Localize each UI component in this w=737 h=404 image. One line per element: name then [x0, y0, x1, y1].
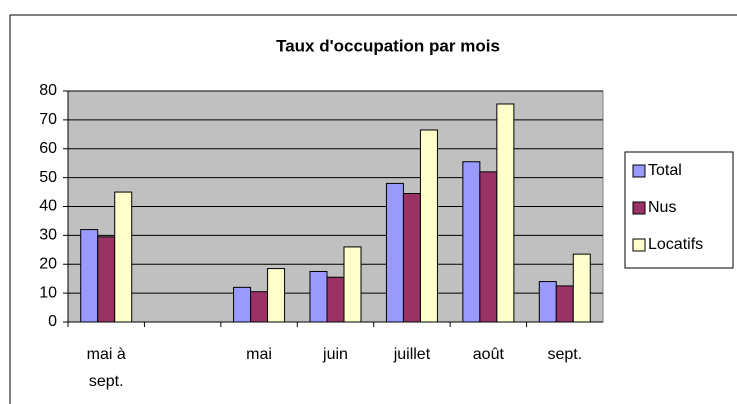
bar [479, 171, 498, 323]
y-tick-label: 60 [39, 140, 57, 157]
bar [419, 129, 438, 323]
legend-label: Nus [648, 199, 676, 216]
bar [97, 236, 116, 323]
bar [555, 285, 574, 323]
chart-title: Taux d'occupation par mois [276, 36, 500, 55]
y-tick-label: 50 [39, 169, 57, 186]
x-tick-label: sept. [547, 346, 583, 363]
bar [233, 286, 252, 323]
bar [572, 253, 591, 323]
x-tick-label: juin [323, 346, 348, 363]
bar [462, 161, 481, 323]
bar [250, 291, 269, 323]
y-tick-label: 10 [39, 284, 57, 301]
legend-swatch [632, 164, 646, 178]
x-tick-label: mai à sept. [86, 346, 126, 390]
y-tick-label: 30 [39, 227, 57, 244]
bar [326, 276, 345, 323]
bar [114, 191, 133, 323]
y-tick-label: 0 [48, 313, 57, 330]
bar [402, 193, 421, 323]
y-tick-label: 40 [39, 198, 57, 215]
x-tick-label: juillet [393, 346, 431, 363]
legend-swatch [632, 201, 646, 215]
bar [538, 281, 557, 323]
bar [343, 246, 362, 323]
legend-swatch [632, 238, 646, 252]
x-tick-label: mai [246, 346, 272, 363]
bar [496, 103, 515, 323]
bar [80, 229, 99, 323]
legend-label: Locatifs [648, 236, 703, 253]
bar [309, 270, 328, 323]
y-tick-label: 20 [39, 255, 57, 272]
bar [267, 268, 286, 323]
x-tick-label: août [472, 346, 504, 363]
legend-label: Total [648, 162, 682, 179]
bar [385, 182, 404, 323]
y-tick-label: 80 [39, 82, 57, 99]
y-tick-label: 70 [39, 111, 57, 128]
